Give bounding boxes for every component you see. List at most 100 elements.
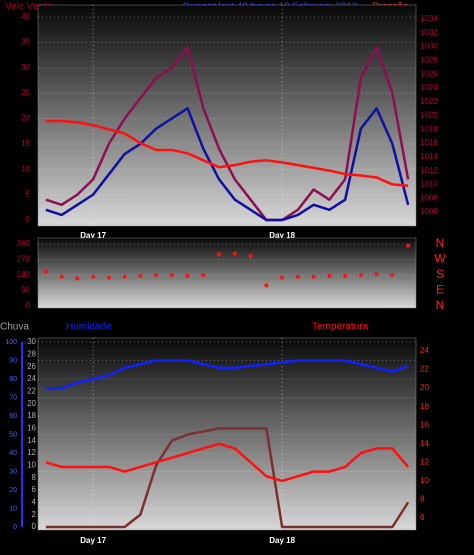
plot-area [37,237,417,309]
y3-tick-label: 10 [420,476,429,485]
point [327,273,332,278]
y3-tick-label: 22 [420,365,429,374]
y2-tick-label: 26 [27,362,36,371]
y2-tick-label: 1024 [420,83,438,92]
point [106,275,111,280]
y2-tick-label: 1020 [420,111,438,120]
y-tick-label: 90 [21,286,30,295]
point [295,274,300,279]
point [280,275,285,280]
y-tick-label: 0 [26,215,31,224]
y-tick-label: 50 [9,431,17,438]
y2-tick-label: 30 [27,337,36,346]
point [358,273,363,277]
point [169,273,174,277]
point [138,273,143,278]
y2-tick-label: 1018 [420,124,438,133]
y-tick-label: 0 [13,524,17,531]
x-tick-label: Day 17 [80,231,106,240]
y2-tick-label: 8 [32,473,37,482]
y2-tick-label: 6 [32,485,37,494]
x-tick-label: Day 18 [269,536,295,545]
y3-tick-label: 16 [420,420,429,429]
y2-tick-label: W [434,252,446,266]
point [248,254,253,259]
point [311,274,316,279]
point [217,252,222,257]
point [390,273,395,277]
y-tick-label: 30 [21,63,30,72]
series-line [45,359,409,390]
series-line [45,119,409,188]
y2-tick-label: 1022 [420,97,438,106]
y2-tick-label: E [436,283,444,297]
y-tick-label: 40 [21,12,30,21]
point [59,274,64,279]
point [122,274,127,279]
legend-label: Chuva [0,322,29,333]
y2-tick-label: N [436,236,445,250]
y-axis-title: Velc Vento [5,2,53,13]
y-tick-label: 30 [9,468,17,475]
y2-tick-label: 0 [32,522,37,531]
y-tick-label: 360 [17,239,31,248]
x-tick-label: Day 18 [269,231,295,240]
y2-tick-label: 1028 [420,55,438,64]
y2-tick-label: 1012 [420,166,438,175]
y-tick-label: 15 [21,139,30,148]
y2-tick-label: S [436,267,444,281]
y-tick-label: 5 [26,190,31,199]
point [201,273,206,277]
y2-tick-label: 12 [27,448,36,457]
y2-tick-label: 1014 [420,152,438,161]
point [43,269,48,274]
point [185,273,190,278]
point [154,273,159,277]
y-tick-label: 10 [21,164,30,173]
series-line [45,427,410,529]
plot-area [37,337,417,531]
y3-tick-label: 24 [420,346,429,355]
y-tick-label: 10 [9,505,17,512]
y2-tick-label: 16 [27,423,36,432]
y3-tick-label: 20 [420,383,429,392]
point [232,251,237,256]
series-line [45,107,410,222]
point [75,276,80,281]
y3-tick-label: 14 [420,439,429,448]
y2-tick-label: 24 [27,374,36,383]
point [374,272,379,277]
y2-tick-label: 20 [27,399,36,408]
y-tick-label: 70 [9,394,17,401]
y-tick-label: 180 [17,270,31,279]
y2-tick-label: 1006 [420,207,438,216]
y-tick-label: 90 [9,357,17,364]
y3-tick-label: 12 [420,457,429,466]
series-line [45,442,410,483]
x-tick-label: Day 17 [80,536,106,545]
y2-tick-label: 1010 [420,180,438,189]
y2-tick-label: 1026 [420,69,438,78]
y-tick-label: 270 [17,255,31,264]
legend-label: Humidade [66,322,112,333]
y-tick-label: 20 [9,487,17,494]
y2-tick-label: 10 [27,460,36,469]
point [406,243,411,248]
y2-tick-label: 1008 [420,193,438,202]
point [264,283,269,288]
y2-tick-label: 1034 [420,14,438,23]
y2-tick-label: 1030 [420,42,438,51]
y-tick-label: 20 [21,114,30,123]
y2-tick-label: 18 [27,411,36,420]
y2-tick-label: 1016 [420,138,438,147]
y2-tick-label: 14 [27,436,36,445]
point [343,273,348,278]
y2-tick-label: 28 [27,349,36,358]
y2-tick-label: 4 [32,497,37,506]
y-tick-label: 25 [21,88,30,97]
y-tick-label: 35 [21,37,30,46]
y-tick-label: 60 [9,413,17,420]
y3-tick-label: 18 [420,402,429,411]
y3-tick-label: 6 [420,513,425,522]
